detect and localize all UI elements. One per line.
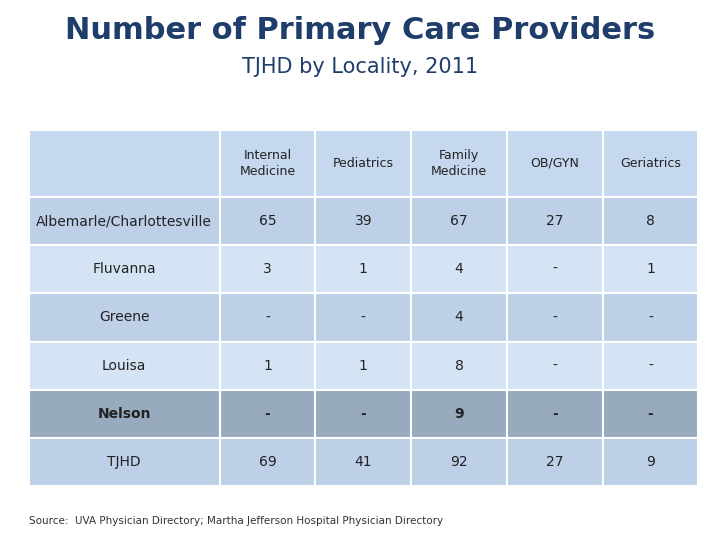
Text: 9: 9 [646, 455, 655, 469]
Text: 4: 4 [454, 310, 464, 325]
Text: -: - [552, 310, 557, 325]
Text: Geriatrics: Geriatrics [620, 157, 681, 170]
Text: 8: 8 [454, 359, 464, 373]
Text: -: - [552, 262, 557, 276]
Text: 92: 92 [450, 455, 468, 469]
Text: 8: 8 [646, 214, 655, 228]
Text: Family
Medicine: Family Medicine [431, 149, 487, 178]
Text: -: - [361, 310, 366, 325]
Text: Fluvanna: Fluvanna [92, 262, 156, 276]
Text: -: - [648, 310, 653, 325]
Text: Greene: Greene [99, 310, 150, 325]
Text: Pediatrics: Pediatrics [333, 157, 394, 170]
Text: Source:  UVA Physician Directory; Martha Jefferson Hospital Physician Directory: Source: UVA Physician Directory; Martha … [29, 516, 443, 526]
Text: -: - [648, 359, 653, 373]
Text: 1: 1 [359, 262, 368, 276]
Text: 4: 4 [454, 262, 464, 276]
Text: 27: 27 [546, 455, 564, 469]
Text: 65: 65 [258, 214, 276, 228]
Text: -: - [552, 407, 558, 421]
Text: TJHD: TJHD [107, 455, 141, 469]
Text: -: - [361, 407, 366, 421]
Text: -: - [648, 407, 653, 421]
Text: -: - [265, 407, 271, 421]
Text: 67: 67 [450, 214, 468, 228]
Text: 69: 69 [258, 455, 276, 469]
Text: 39: 39 [354, 214, 372, 228]
Text: Albemarle/Charlottesville: Albemarle/Charlottesville [36, 214, 212, 228]
Text: TJHD by Locality, 2011: TJHD by Locality, 2011 [242, 57, 478, 77]
Text: OB/GYN: OB/GYN [531, 157, 579, 170]
Text: Internal
Medicine: Internal Medicine [240, 149, 296, 178]
Text: 1: 1 [263, 359, 272, 373]
Text: -: - [265, 310, 270, 325]
Text: 9: 9 [454, 407, 464, 421]
Text: Number of Primary Care Providers: Number of Primary Care Providers [65, 16, 655, 45]
Text: 41: 41 [354, 455, 372, 469]
Text: 1: 1 [359, 359, 368, 373]
Text: 27: 27 [546, 214, 564, 228]
Text: -: - [552, 359, 557, 373]
Text: Nelson: Nelson [97, 407, 151, 421]
Text: Louisa: Louisa [102, 359, 146, 373]
Text: 3: 3 [263, 262, 272, 276]
Text: 1: 1 [646, 262, 655, 276]
